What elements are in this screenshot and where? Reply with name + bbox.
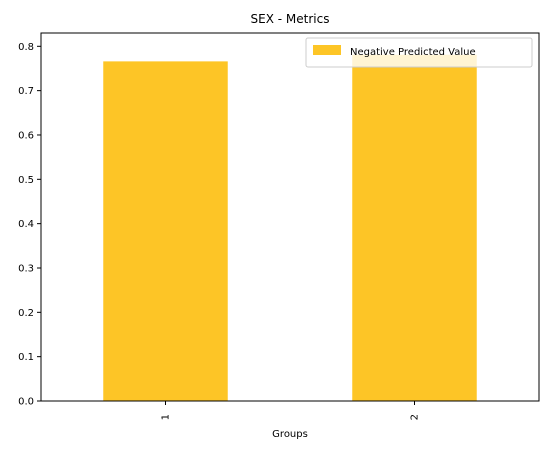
y-axis: 0.0 0.1 0.2 0.3 0.4 0.5 0.6 0.7 0.8 bbox=[18, 42, 41, 408]
bar-2 bbox=[352, 54, 477, 401]
y-tick-label-4: 0.4 bbox=[18, 219, 34, 230]
y-tick-label-1: 0.1 bbox=[18, 352, 34, 363]
y-tick-label-8: 0.8 bbox=[18, 42, 34, 53]
bars-group bbox=[103, 54, 477, 401]
plot-frame bbox=[40, 32, 540, 402]
y-tick-label-7: 0.7 bbox=[18, 86, 34, 97]
chart-title: SEX - Metrics bbox=[251, 12, 330, 26]
legend-label: Negative Predicted Value bbox=[350, 47, 476, 58]
y-tick-label-3: 0.3 bbox=[18, 263, 34, 274]
y-tick-label-6: 0.6 bbox=[18, 130, 34, 141]
x-tick-label-2: 2 bbox=[410, 414, 421, 420]
y-tick-label-0: 0.0 bbox=[18, 397, 34, 408]
bar-1 bbox=[103, 61, 228, 401]
legend-swatch bbox=[313, 45, 341, 55]
x-axis-label: Groups bbox=[272, 429, 308, 440]
y-tick-label-2: 0.2 bbox=[18, 308, 34, 319]
legend: Negative Predicted Value bbox=[305, 37, 533, 68]
x-tick-label-1: 1 bbox=[161, 414, 172, 420]
y-tick-label-5: 0.5 bbox=[18, 175, 34, 186]
legend-box bbox=[305, 37, 533, 68]
